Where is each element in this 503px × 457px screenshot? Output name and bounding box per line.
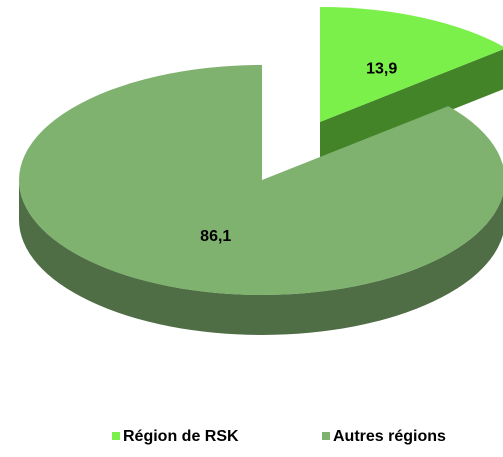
legend-label: Région de RSK <box>123 428 239 445</box>
legend-swatch <box>322 432 330 440</box>
legend-label: Autres régions <box>333 428 446 445</box>
pie: 13,9 86,1 <box>19 7 503 335</box>
pie-cut-face <box>320 49 503 162</box>
legend: Région de RSK Autres régions <box>112 428 446 445</box>
pie-slice <box>320 7 503 122</box>
data-label: 13,9 <box>366 61 397 78</box>
pie-side <box>19 180 503 335</box>
legend-swatch <box>112 432 120 440</box>
data-label: 86,1 <box>200 228 231 245</box>
pie-slice <box>19 65 503 295</box>
